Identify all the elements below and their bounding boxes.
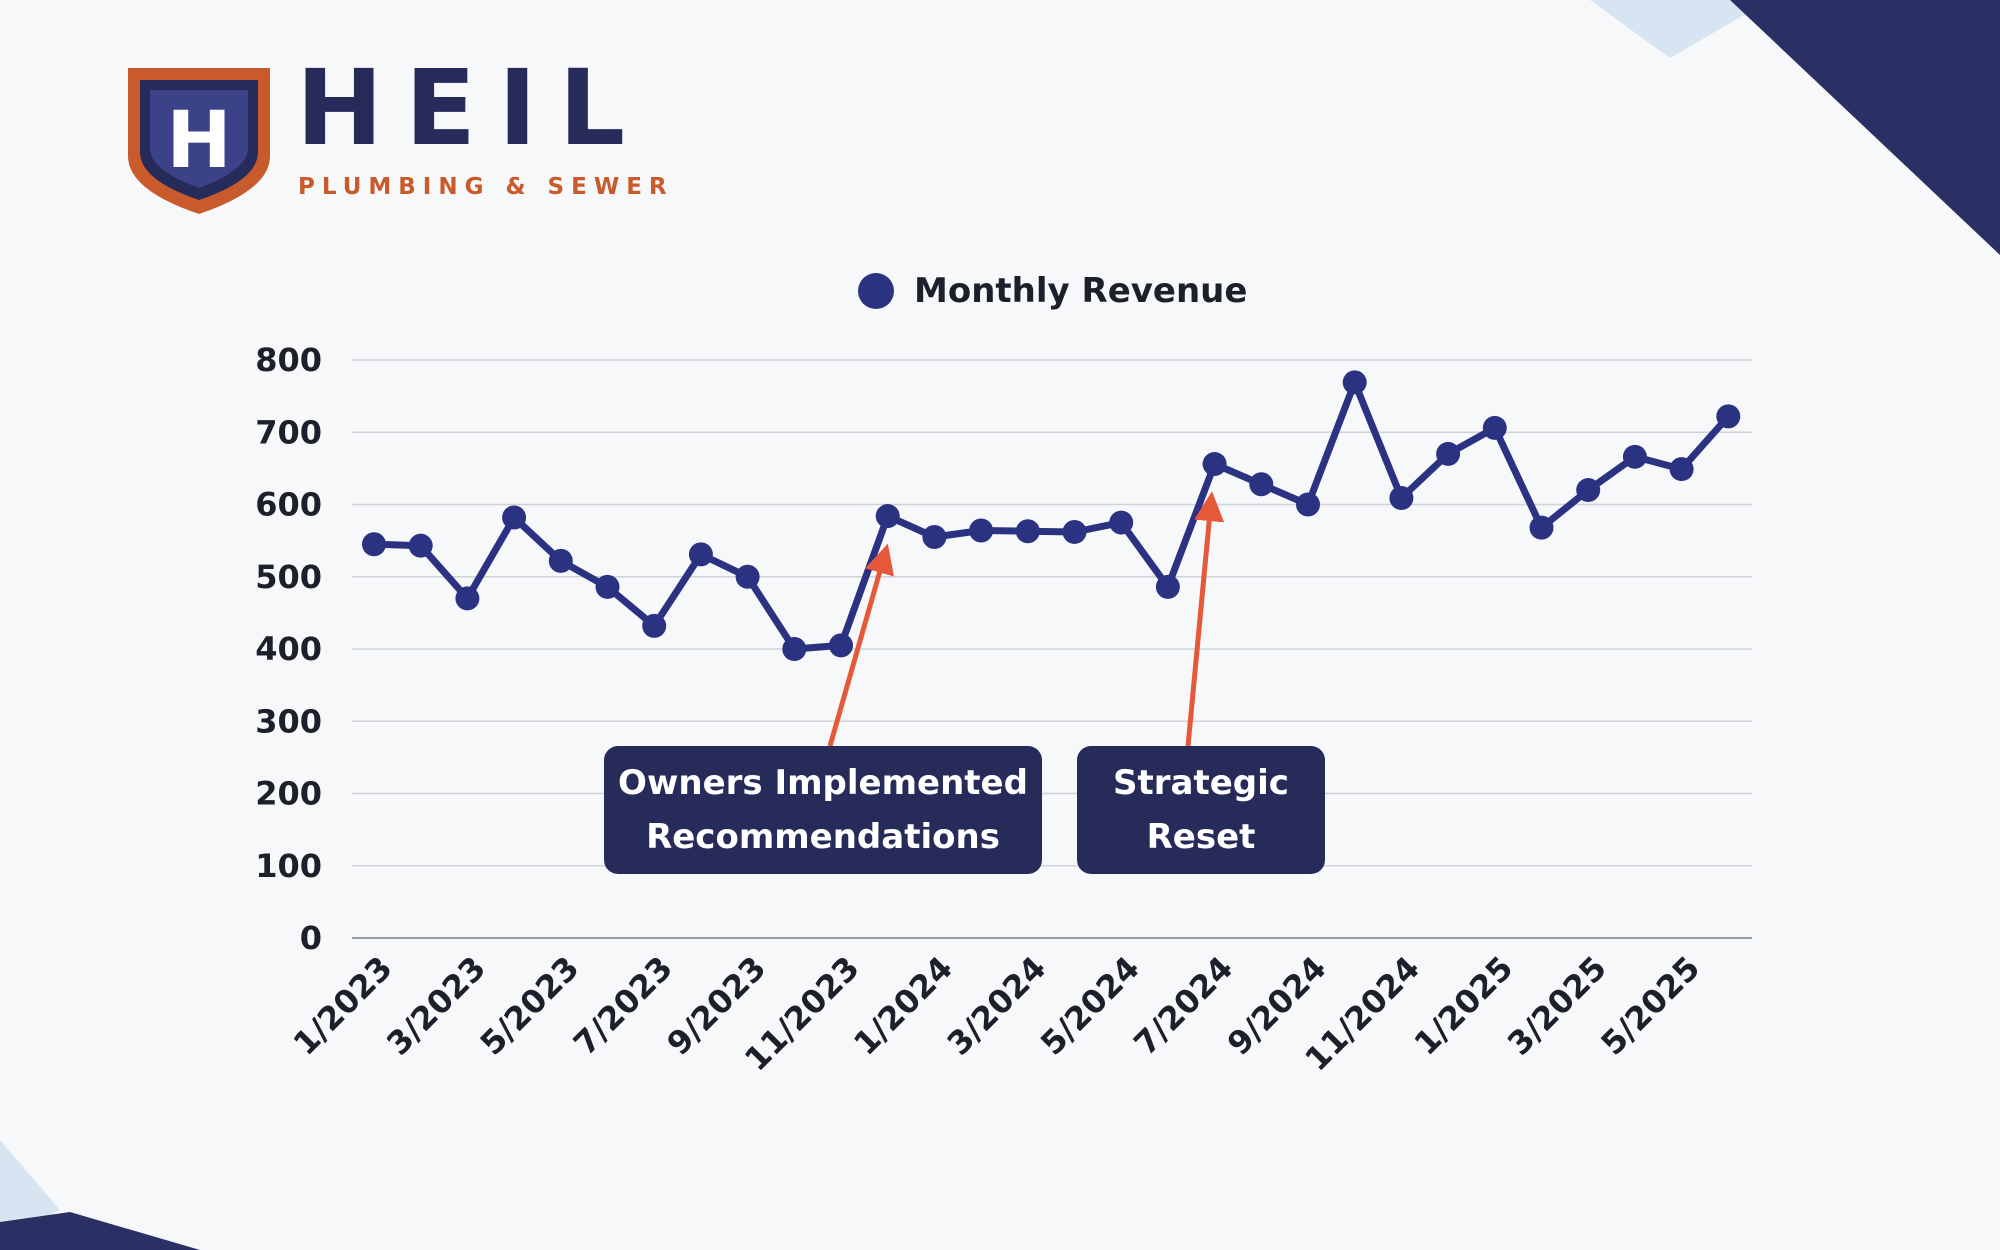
annotation-arrows — [827, 491, 1225, 747]
x-tick-label: 5/2025 — [1593, 949, 1707, 1063]
brand-name: HEIL — [296, 47, 648, 169]
y-tick-label: 0 — [300, 919, 322, 957]
x-tick-label: 1/2023 — [286, 949, 400, 1063]
data-point — [1529, 515, 1554, 540]
x-tick-label: 3/2025 — [1500, 949, 1614, 1063]
data-point — [875, 504, 900, 529]
data-point — [922, 525, 947, 550]
y-tick-label: 700 — [255, 413, 322, 451]
data-point — [735, 564, 760, 589]
y-tick-label: 100 — [255, 847, 322, 885]
data-point — [829, 633, 853, 658]
grid-lines — [352, 359, 1752, 939]
corner-accent-dark-bottom — [0, 1212, 200, 1250]
annotation-2-line-1: Strategic — [1113, 763, 1289, 803]
data-point — [1576, 478, 1601, 503]
x-tick-label: 1/2025 — [1407, 949, 1521, 1063]
data-point — [688, 542, 713, 567]
annotation-1-line-2: Recommendations — [646, 817, 1000, 857]
x-axis-ticks: 1/20233/20235/20237/20239/202311/20231/2… — [286, 949, 1707, 1079]
data-point — [1482, 415, 1507, 440]
annotation-arrow — [827, 543, 895, 747]
data-point — [548, 548, 573, 573]
data-point — [1202, 452, 1227, 477]
x-tick-label: 1/2024 — [846, 949, 960, 1063]
data-point — [455, 586, 480, 611]
legend-label: Monthly Revenue — [914, 271, 1248, 311]
legend-marker — [858, 273, 894, 309]
x-tick-label: 7/2024 — [1126, 949, 1240, 1063]
annotation-arrow — [1185, 491, 1225, 747]
data-point — [1109, 510, 1134, 535]
series-line — [370, 378, 1732, 653]
annotation-strategic-reset: Strategic Reset — [1077, 746, 1325, 874]
x-tick-label: 5/2023 — [473, 949, 587, 1063]
data-point — [1622, 444, 1647, 469]
annotation-2-line-2: Reset — [1146, 817, 1256, 857]
data-point — [362, 532, 386, 557]
y-tick-label: 600 — [255, 486, 322, 524]
y-tick-label: 500 — [255, 558, 322, 596]
data-point — [1155, 574, 1180, 599]
y-tick-label: 300 — [255, 702, 322, 740]
corner-accent-light-bottom — [0, 1140, 60, 1240]
annotation-owners-implemented: Owners Implemented Recommendations — [604, 746, 1042, 874]
y-tick-label: 800 — [255, 341, 322, 379]
data-point — [1296, 492, 1320, 517]
y-axis-ticks: 0 100 200 300 400 500 600 700 800 — [255, 341, 322, 957]
x-tick-label: 5/2024 — [1033, 949, 1147, 1063]
data-point — [1389, 485, 1414, 510]
data-point — [1436, 441, 1461, 466]
data-point — [502, 505, 527, 530]
data-point — [1342, 370, 1367, 395]
logo-monogram: H — [166, 96, 231, 186]
data-point — [782, 637, 807, 661]
y-tick-label: 400 — [255, 630, 322, 668]
shield-logo-icon: H — [128, 68, 270, 214]
chart-legend: Monthly Revenue — [858, 268, 1247, 314]
data-point — [1716, 404, 1741, 429]
data-points — [362, 370, 1741, 661]
data-point — [1669, 457, 1694, 482]
brand-tagline: PLUMBING & SEWER — [298, 174, 674, 200]
x-tick-label: 3/2024 — [940, 949, 1054, 1063]
data-point — [1015, 519, 1040, 544]
corner-accent-dark — [1730, 0, 2000, 255]
y-tick-label: 200 — [255, 775, 322, 813]
data-point — [969, 518, 994, 543]
data-point — [642, 613, 667, 638]
x-tick-label: 7/2023 — [566, 949, 680, 1063]
x-tick-label: 3/2023 — [379, 949, 493, 1063]
data-point — [595, 574, 620, 599]
data-point — [408, 533, 433, 558]
annotation-1-line-1: Owners Implemented — [618, 763, 1028, 803]
corner-accent-light — [1590, 0, 1770, 58]
data-point — [1062, 519, 1087, 544]
data-point — [1249, 472, 1274, 497]
brand-logo: H HEIL PLUMBING & SEWER — [124, 56, 684, 224]
